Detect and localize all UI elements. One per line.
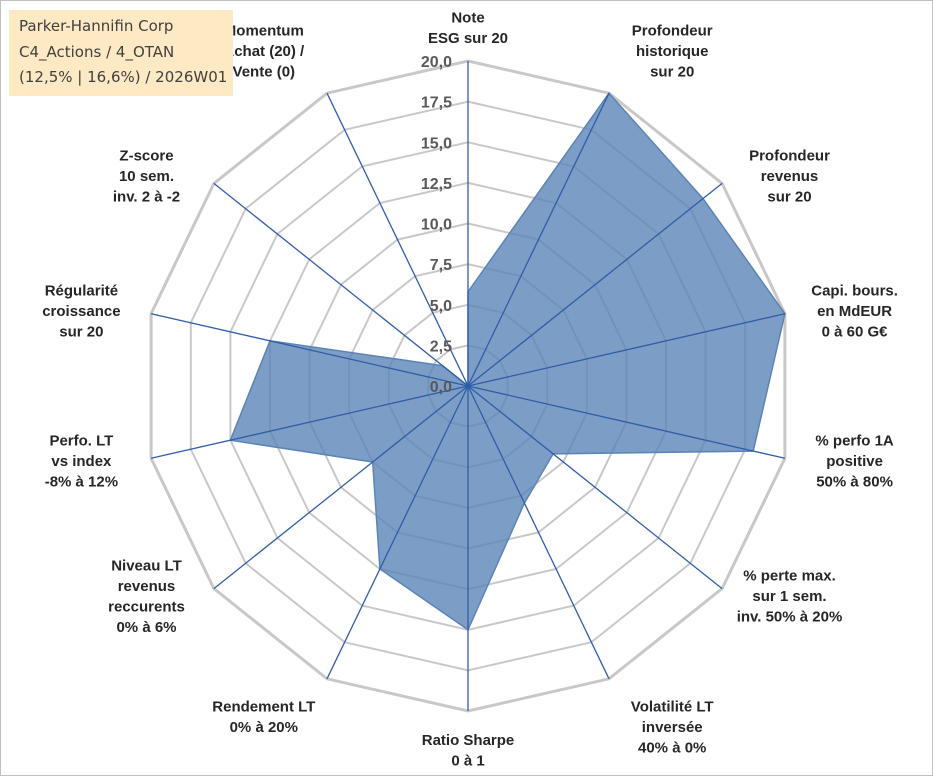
axis-label-5-line-0: % perte max.: [743, 568, 836, 585]
axis-label-1-line-0: Profondeur: [632, 22, 713, 39]
axis-label-2-line-1: revenus: [761, 168, 819, 185]
axis-label-12-line-2: inv. 2 à -2: [113, 188, 180, 205]
axis-label-9-line-3: 0% à 6%: [116, 619, 176, 636]
tick-label-2: 5,0: [430, 298, 452, 315]
axis-label-6-line-1: inversée: [642, 719, 703, 736]
axis-label-1-line-2: sur 20: [650, 63, 694, 80]
axis-label-1: Profondeur historique sur 20: [632, 22, 713, 80]
axis-label-2-line-2: sur 20: [767, 188, 811, 205]
axis-label-13: Momentum Achat (20) / Vente (0): [223, 22, 305, 80]
info-box: Parker-Hannifin Corp C4_Actions / 4_OTAN…: [9, 10, 233, 96]
tick-label-8: 20,0: [421, 54, 452, 71]
axis-label-9-line-0: Niveau LT: [111, 557, 182, 574]
axis-label-12-line-0: Z-score: [119, 147, 173, 164]
axis-label-8-line-1: 0% à 20%: [230, 719, 298, 736]
axis-label-8: Rendement LT 0% à 20%: [212, 699, 315, 737]
axis-label-6-line-0: Volatilité LT: [631, 699, 714, 716]
axis-label-13-line-0: Momentum: [224, 22, 304, 39]
axis-label-13-line-2: Vente (0): [233, 63, 296, 80]
axis-label-9-line-1: revenus: [118, 578, 176, 595]
axis-label-10: Perfo. LT vs index -8% à 12%: [45, 433, 118, 491]
axis-label-11: Régularité croissance sur 20: [42, 283, 120, 341]
axis-label-5-line-2: inv. 50% à 20%: [737, 609, 843, 626]
axis-label-13-line-1: Achat (20) /: [223, 43, 305, 60]
spoke-6: [467, 385, 610, 680]
axis-label-11-line-2: sur 20: [59, 324, 103, 341]
tick-label-6: 15,0: [421, 135, 452, 152]
axis-label-2: Profondeur revenus sur 20: [749, 147, 830, 205]
axis-label-10-line-2: -8% à 12%: [45, 474, 118, 491]
axis-label-3-line-0: Capi. bours.: [811, 283, 898, 300]
axis-label-4-line-0: % perfo 1A: [815, 433, 894, 450]
axis-label-3: Capi. bours. en MdEUR 0 à 60 G€: [811, 283, 898, 341]
spoke-10: [150, 385, 469, 459]
axis-label-4: % perfo 1A positive 50% à 80%: [815, 433, 894, 491]
axis-label-0-line-1: ESG sur 20: [428, 30, 508, 47]
axis-labels: Note ESG sur 20 Profondeur historique sur 20…: [42, 10, 898, 770]
axis-label-0-line-0: Note: [451, 10, 484, 27]
axis-label-2-line-0: Profondeur: [749, 147, 830, 164]
tick-label-1: 2,5: [430, 338, 452, 355]
company-name: Parker-Hannifin Corp: [19, 17, 174, 35]
axis-label-11-line-0: Régularité: [45, 283, 118, 300]
radar-spokes: [150, 61, 786, 711]
spoke-8: [326, 385, 469, 680]
axis-label-7-line-1: 0 à 1: [451, 753, 484, 770]
tick-label-3: 7,5: [430, 257, 452, 274]
portfolio-code: C4_Actions / 4_OTAN: [19, 43, 175, 61]
axis-label-12-line-1: 10 sem.: [119, 168, 174, 185]
axis-label-6-line-2: 40% à 0%: [638, 740, 706, 757]
weights-and-week: (12,5% | 16,6%) / 2026W01: [19, 68, 228, 86]
radial-tick-labels: 0,0 2,5 5,0 7,5 10,0 12,5 15,0 17,5 20,0: [421, 54, 452, 396]
axis-label-10-line-0: Perfo. LT: [49, 433, 113, 450]
axis-label-5-line-1: sur 1 sem.: [752, 588, 826, 605]
axis-label-9-line-2: reccurents: [108, 598, 185, 615]
tick-label-5: 12,5: [421, 176, 452, 193]
spoke-2: [467, 182, 723, 387]
tick-label-4: 10,0: [421, 217, 452, 234]
axis-label-1-line-1: historique: [636, 43, 709, 60]
radar-series: [229, 91, 786, 631]
axis-label-3-line-1: en MdEUR: [817, 303, 892, 320]
axis-label-12: Z-score 10 sem. inv. 2 à -2: [113, 147, 180, 205]
axis-label-10-line-1: vs index: [51, 453, 112, 470]
axis-label-4-line-2: 50% à 80%: [816, 474, 893, 491]
axis-label-0: Note ESG sur 20: [428, 10, 508, 48]
axis-label-7-line-0: Ratio Sharpe: [422, 732, 515, 749]
spoke-11: [150, 313, 469, 387]
spoke-5: [467, 385, 723, 590]
axis-label-8-line-0: Rendement LT: [212, 699, 315, 716]
axis-label-9: Niveau LT revenus reccurents 0% à 6%: [108, 557, 185, 636]
axis-label-4-line-1: positive: [826, 453, 883, 470]
spoke-12: [213, 182, 469, 387]
series-area: [229, 91, 786, 631]
axis-label-3-line-2: 0 à 60 G€: [822, 324, 889, 341]
spoke-1: [467, 92, 610, 387]
tick-label-0: 0,0: [430, 379, 452, 396]
axis-label-7: Ratio Sharpe 0 à 1: [422, 732, 515, 770]
axis-label-5: % perte max. sur 1 sem. inv. 50% à 20%: [737, 568, 843, 626]
spoke-3: [467, 313, 786, 387]
spoke-4: [467, 385, 786, 459]
axis-label-11-line-1: croissance: [42, 303, 120, 320]
tick-label-7: 17,5: [421, 95, 452, 112]
spoke-9: [213, 385, 469, 590]
spoke-13: [326, 92, 469, 387]
axis-label-6: Volatilité LT inversée 40% à 0%: [631, 699, 714, 757]
